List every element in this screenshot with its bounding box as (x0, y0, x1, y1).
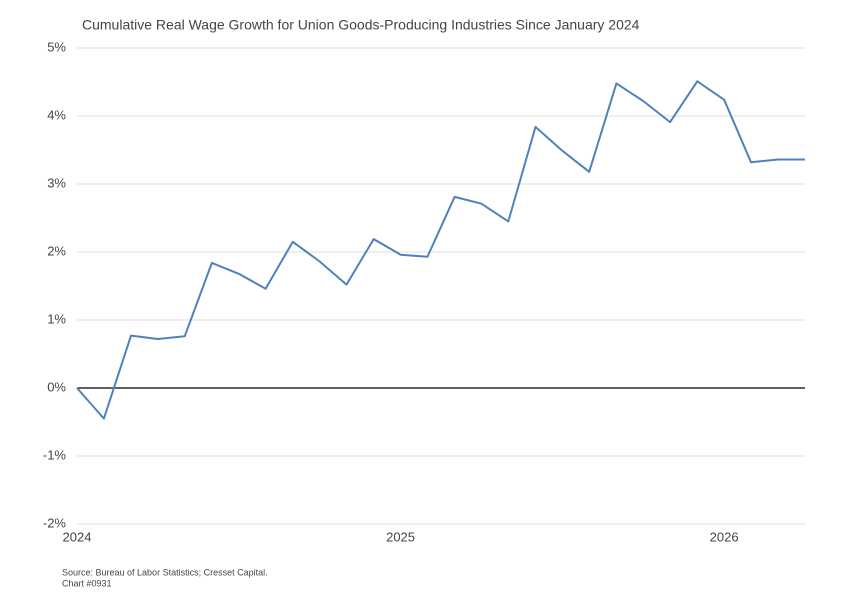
y-tick-label: 0% (47, 379, 66, 394)
y-tick-label: -1% (43, 447, 67, 462)
source-note: Source: Bureau of Labor Statistics; Cres… (62, 567, 268, 577)
y-tick-label: 4% (47, 107, 66, 122)
x-tick-label: 2025 (386, 529, 415, 544)
y-tick-label: 5% (47, 39, 66, 54)
y-tick-label: -2% (43, 515, 67, 530)
chart-number: Chart #0931 (62, 578, 112, 588)
y-tick-label: 1% (47, 311, 66, 326)
chart-title: Cumulative Real Wage Growth for Union Go… (82, 17, 640, 33)
line-series (76, 80, 805, 420)
x-tick-label: 2026 (710, 529, 739, 544)
y-tick-label: 2% (47, 243, 66, 258)
y-tick-label: 3% (47, 175, 66, 190)
x-tick-label: 2024 (63, 529, 92, 544)
